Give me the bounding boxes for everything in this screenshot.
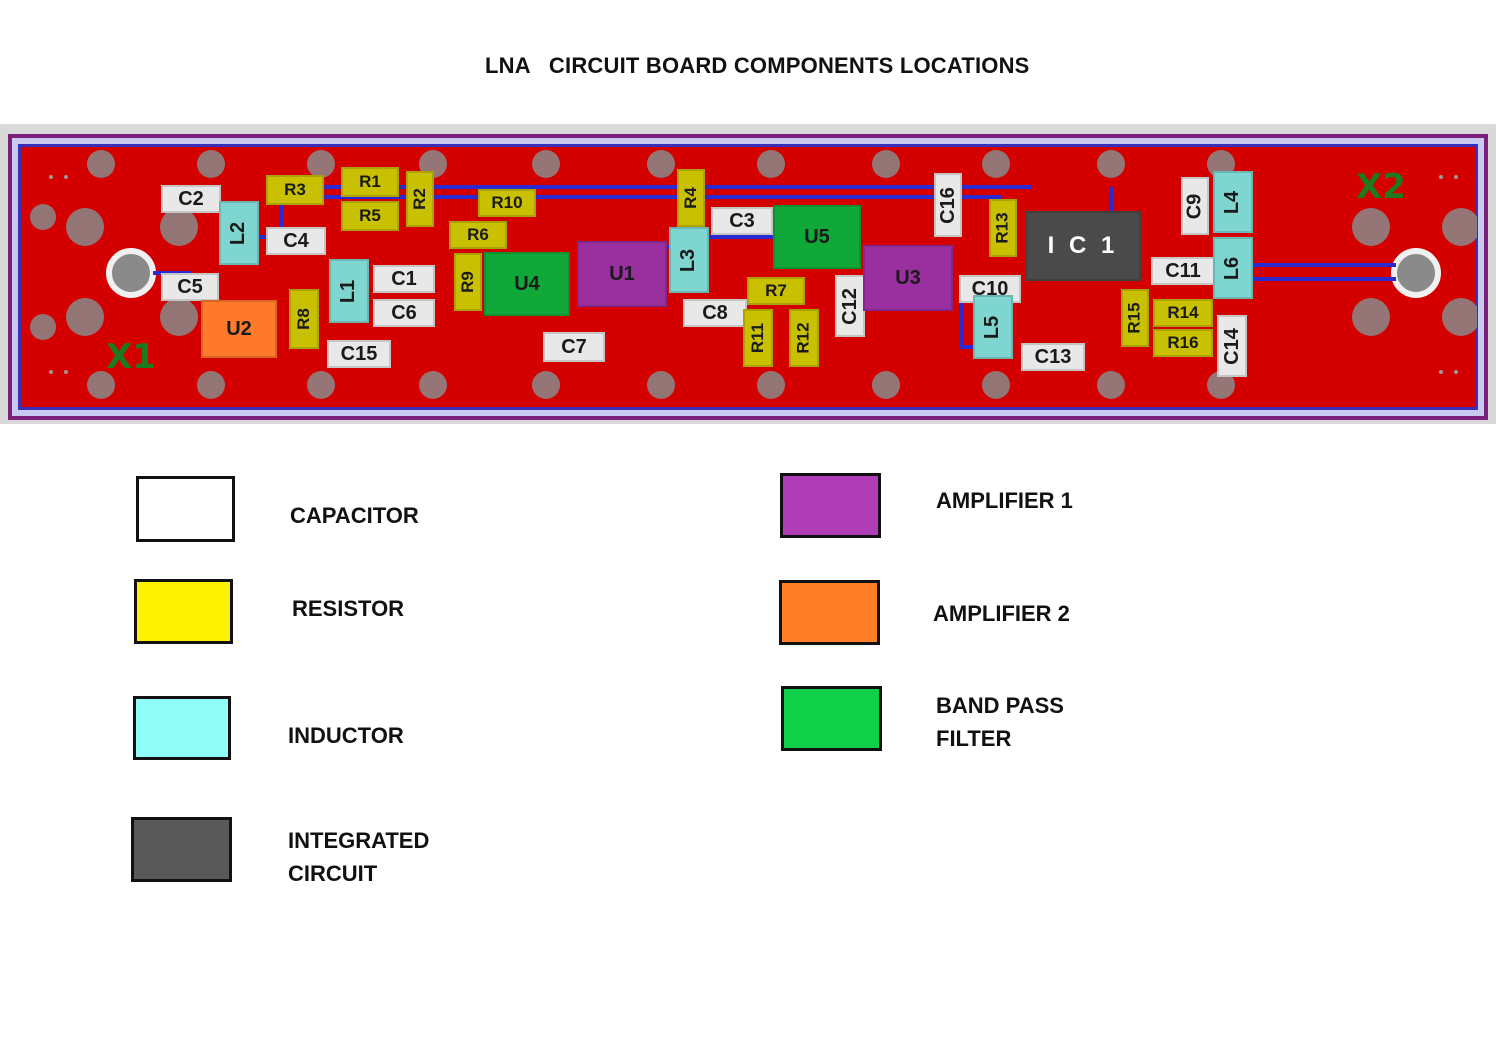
legend-label-integrated-circuit-line-1: INTEGRATED bbox=[288, 828, 430, 853]
capacitor-c7: C7 bbox=[543, 332, 605, 362]
capacitor-c1: C1 bbox=[373, 265, 435, 293]
legend-label-amplifier-2: AMPLIFIER 2 bbox=[933, 601, 1070, 626]
resistor-r5: R5 bbox=[341, 201, 399, 231]
capacitor-c8: C8 bbox=[683, 299, 747, 327]
inductor-l3: L3 bbox=[669, 227, 709, 293]
legend-label-capacitor: CAPACITOR bbox=[290, 503, 419, 528]
legend-label-integrated-circuit-line-2: CIRCUIT bbox=[288, 861, 378, 886]
capacitor-c11: C11 bbox=[1151, 257, 1215, 285]
legend-label-band-pass-filter-line-2: FILTER bbox=[936, 726, 1012, 751]
amplifier-1-u3: U3 bbox=[863, 245, 953, 311]
resistor-r7: R7 bbox=[747, 277, 805, 305]
inductor-l6: L6 bbox=[1213, 237, 1253, 299]
legend-label-resistor: RESISTOR bbox=[292, 596, 405, 621]
connector-x1-label: X1 bbox=[106, 337, 156, 377]
legend-label-integrated-circuit: INTEGRATED CIRCUIT bbox=[288, 824, 548, 890]
legend-swatch-inductor bbox=[133, 696, 231, 760]
legend-label-band-pass-filter-line-1: BAND PASS bbox=[936, 693, 1064, 718]
capacitor-c3: C3 bbox=[711, 207, 773, 235]
resistor-r9: R9 bbox=[454, 253, 482, 311]
inductor-l1: L1 bbox=[329, 259, 369, 323]
legend-swatch-capacitor bbox=[136, 476, 235, 542]
capacitor-c13: C13 bbox=[1021, 343, 1085, 371]
board-outline: X1 X2 C2 C4 C5 C1 C6 C15 C7 C3 C8 C12 C1… bbox=[8, 134, 1488, 420]
resistor-r11: R11 bbox=[743, 309, 773, 367]
amplifier-2-u2: U2 bbox=[201, 300, 277, 358]
resistor-r6: R6 bbox=[449, 221, 507, 249]
resistor-r12: R12 bbox=[789, 309, 819, 367]
capacitor-c2: C2 bbox=[161, 185, 221, 213]
capacitor-c6: C6 bbox=[373, 299, 435, 327]
capacitor-c15: C15 bbox=[327, 340, 391, 368]
legend-label-amplifier-1: AMPLIFIER 1 bbox=[936, 488, 1073, 513]
resistor-r10: R10 bbox=[478, 189, 536, 217]
inductor-l4: L4 bbox=[1213, 171, 1253, 233]
resistor-r13: R13 bbox=[989, 199, 1017, 257]
connector-x2-label: X2 bbox=[1356, 167, 1406, 207]
legend-swatch-integrated-circuit bbox=[131, 817, 232, 882]
capacitor-c16: C16 bbox=[934, 173, 962, 237]
resistor-r4: R4 bbox=[677, 169, 705, 227]
band-pass-filter-u5: U5 bbox=[773, 205, 861, 269]
integrated-circuit-ic1: I C 1 bbox=[1025, 211, 1141, 281]
capacitor-c5: C5 bbox=[161, 273, 219, 301]
inductor-l2: L2 bbox=[219, 201, 259, 265]
board-traces bbox=[30, 150, 1477, 399]
amplifier-1-u1: U1 bbox=[577, 241, 667, 307]
legend-label-inductor: INDUCTOR bbox=[288, 723, 404, 748]
legend-swatch-band-pass-filter bbox=[781, 686, 882, 751]
legend-swatch-resistor bbox=[134, 579, 233, 644]
circuit-board-area: X1 X2 C2 C4 C5 C1 C6 C15 C7 C3 C8 C12 C1… bbox=[0, 124, 1496, 424]
capacitor-c9: C9 bbox=[1181, 177, 1209, 235]
inductor-l5: L5 bbox=[973, 295, 1013, 359]
resistor-r3: R3 bbox=[266, 175, 324, 205]
page-title: LNA CIRCUIT BOARD COMPONENTS LOCATIONS bbox=[485, 53, 1030, 78]
legend-swatch-amplifier-1 bbox=[780, 473, 881, 538]
legend-swatch-amplifier-2 bbox=[779, 580, 880, 645]
resistor-r2: R2 bbox=[406, 171, 434, 227]
resistor-r14: R14 bbox=[1153, 299, 1213, 327]
legend-label-band-pass-filter: BAND PASS FILTER bbox=[936, 689, 1196, 755]
capacitor-c14: C14 bbox=[1217, 315, 1247, 377]
resistor-r1: R1 bbox=[341, 167, 399, 197]
pcb-board: X1 X2 C2 C4 C5 C1 C6 C15 C7 C3 C8 C12 C1… bbox=[18, 144, 1478, 410]
resistor-r8: R8 bbox=[289, 289, 319, 349]
capacitor-c4: C4 bbox=[266, 227, 326, 255]
band-pass-filter-u4: U4 bbox=[484, 252, 570, 316]
capacitor-c12: C12 bbox=[835, 275, 865, 337]
resistor-r16: R16 bbox=[1153, 329, 1213, 357]
resistor-r15: R15 bbox=[1121, 289, 1149, 347]
